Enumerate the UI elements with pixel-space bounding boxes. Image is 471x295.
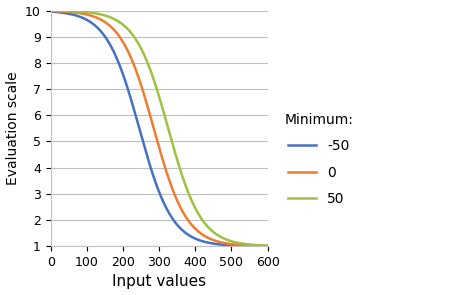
50	[259, 244, 264, 247]
Line: -50: -50	[51, 12, 268, 246]
0	[259, 244, 264, 248]
0	[147, 115, 153, 118]
50	[265, 244, 270, 248]
-50	[59, 11, 65, 14]
0	[59, 10, 65, 13]
-50	[259, 244, 264, 248]
50	[219, 235, 224, 239]
Line: 0: 0	[51, 11, 268, 246]
50	[147, 68, 153, 72]
0	[219, 241, 224, 244]
-50	[219, 243, 224, 246]
Y-axis label: Evaluation scale: Evaluation scale	[6, 72, 20, 185]
-50	[147, 165, 153, 169]
0	[265, 244, 270, 248]
-50	[259, 244, 264, 248]
50	[154, 85, 159, 89]
X-axis label: Input values: Input values	[112, 274, 206, 289]
-50	[154, 182, 159, 186]
-50	[48, 10, 54, 13]
Line: 50: 50	[51, 11, 268, 246]
-50	[265, 244, 270, 248]
50	[259, 244, 264, 247]
0	[154, 135, 159, 139]
0	[48, 9, 54, 13]
Legend: -50, 0, 50: -50, 0, 50	[279, 107, 359, 212]
50	[59, 9, 65, 13]
0	[259, 244, 264, 248]
50	[48, 9, 54, 12]
